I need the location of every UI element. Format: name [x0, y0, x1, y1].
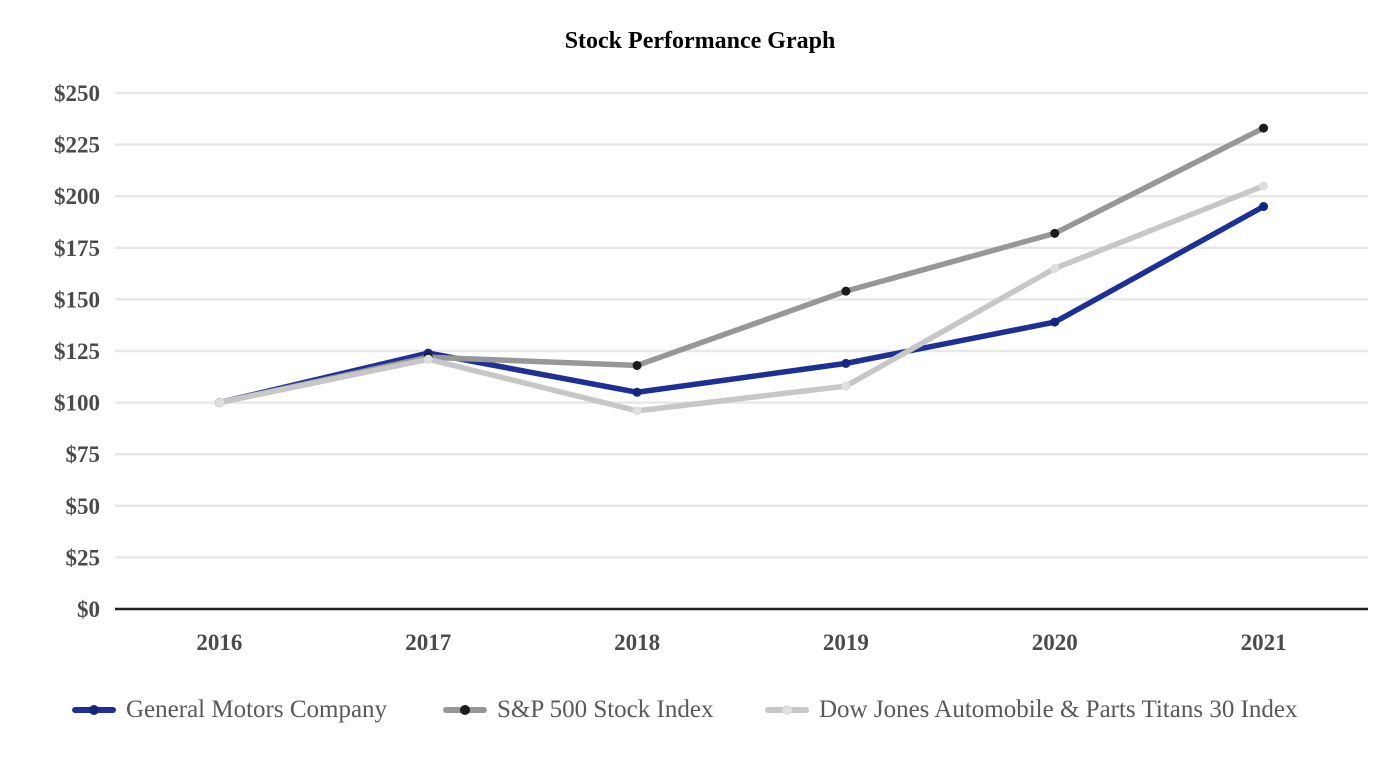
series-line-sp500 — [216, 125, 1267, 406]
data-point-marker-sp500 — [841, 286, 851, 296]
data-point-marker-dow-jones — [1050, 263, 1060, 273]
y-axis-tick-label: $25 — [66, 545, 101, 570]
data-point-marker-dow-jones — [423, 354, 433, 364]
x-axis-tick-label: 2017 — [405, 630, 451, 655]
data-point-marker-dow-jones — [841, 381, 851, 391]
y-axis-tick-label: $100 — [54, 391, 100, 416]
data-point-marker-general-motors — [632, 387, 642, 397]
chart-legend: General Motors Company S&P 500 Stock Ind… — [0, 694, 1400, 726]
x-axis-tick-label: 2018 — [614, 630, 660, 655]
series-line-dow-jones — [216, 183, 1267, 414]
data-point-marker-sp500 — [1050, 228, 1060, 238]
legend-swatch-line-marker-icon — [443, 705, 487, 715]
plot-area: $0 $25 $50 $75 $100 $125 $150 $175 $200 $225 $250 2… — [54, 81, 1368, 655]
x-axis-tick-label: 2021 — [1241, 630, 1287, 655]
data-point-marker-dow-jones — [214, 398, 224, 408]
y-axis-tick-label: $75 — [66, 442, 101, 467]
series-line-general-motors — [216, 203, 1267, 406]
data-point-marker-general-motors — [1259, 202, 1269, 212]
legend-item-dow-jones-auto-parts: Dow Jones Automobile & Parts Titans 30 I… — [765, 694, 1298, 726]
y-axis-tick-label: $50 — [66, 494, 101, 519]
data-point-marker-dow-jones — [632, 406, 642, 416]
legend-swatch-line-marker-icon — [72, 705, 116, 715]
x-axis-tick-label: 2019 — [823, 630, 869, 655]
y-axis-tick-label: $225 — [54, 133, 100, 158]
y-axis-tick-label: $0 — [77, 597, 100, 622]
data-point-marker-general-motors — [1050, 317, 1060, 327]
legend-swatch-line-marker-icon — [765, 705, 809, 715]
x-axis-tick-label: 2016 — [196, 630, 242, 655]
data-point-marker-dow-jones — [1259, 181, 1269, 191]
legend-label: Dow Jones Automobile & Parts Titans 30 I… — [819, 696, 1298, 723]
y-axis-tick-label: $200 — [54, 184, 100, 209]
y-axis-tick-label: $175 — [54, 236, 100, 261]
y-axis-tick-label: $150 — [54, 287, 100, 312]
legend-label: General Motors Company — [126, 696, 388, 723]
data-point-marker-sp500 — [1259, 123, 1269, 133]
data-point-marker-general-motors — [841, 358, 851, 368]
y-axis-tick-label: $250 — [54, 81, 100, 106]
legend-item-general-motors: General Motors Company — [72, 694, 387, 726]
y-axis-tick-label: $125 — [54, 339, 100, 364]
x-axis-tick-label: 2020 — [1032, 630, 1078, 655]
legend-label: S&P 500 Stock Index — [497, 696, 714, 723]
data-point-marker-sp500 — [632, 360, 642, 370]
chart-title: Stock Performance Graph — [564, 28, 836, 54]
legend-item-sp500: S&P 500 Stock Index — [443, 694, 713, 726]
